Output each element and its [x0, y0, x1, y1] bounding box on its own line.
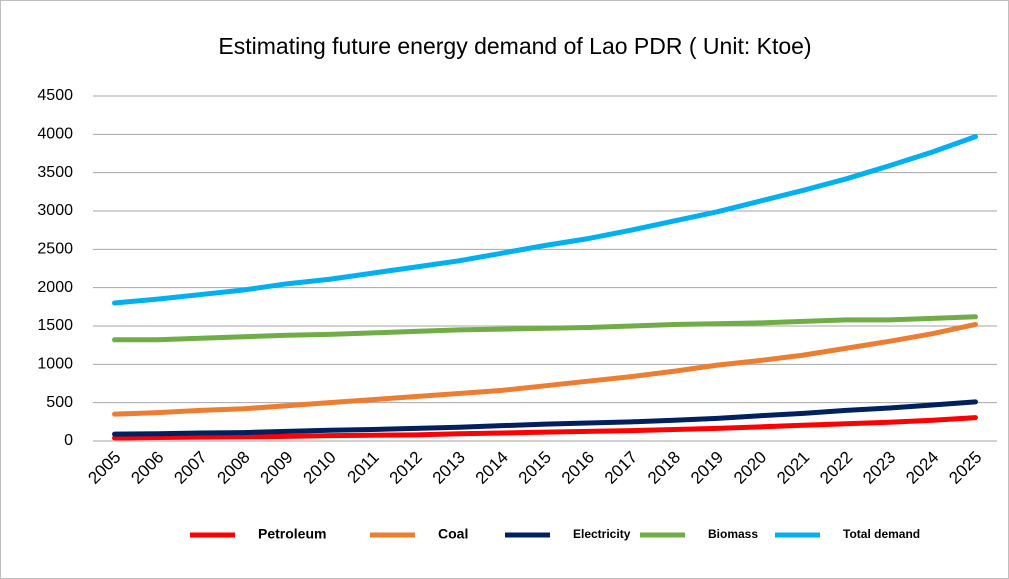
y-tick-label: 2500: [37, 241, 73, 258]
legend-label: Petroleum: [258, 526, 326, 542]
y-tick-label: 500: [46, 394, 73, 411]
series-line: [112, 321, 978, 417]
y-tick-label: 4500: [37, 87, 73, 104]
y-tick-label: 0: [64, 432, 73, 449]
y-tick-label: 1000: [37, 356, 73, 373]
y-tick-label: 2000: [37, 279, 73, 296]
series-line: [112, 314, 978, 343]
legend-label: Coal: [438, 526, 468, 542]
y-tick-label: 3000: [37, 202, 73, 219]
legend-label: Electricity: [573, 527, 631, 541]
y-tick-label: 3500: [37, 164, 73, 181]
legend-label: Total demand: [843, 527, 920, 541]
y-tick-label: 1500: [37, 317, 73, 334]
legend-label: Biomass: [708, 527, 758, 541]
series-line: [112, 134, 978, 306]
chart-title: Estimating future energy demand of Lao P…: [218, 33, 811, 59]
y-tick-label: 4000: [37, 126, 73, 143]
series-line: [112, 415, 978, 441]
series-line: [112, 399, 978, 437]
